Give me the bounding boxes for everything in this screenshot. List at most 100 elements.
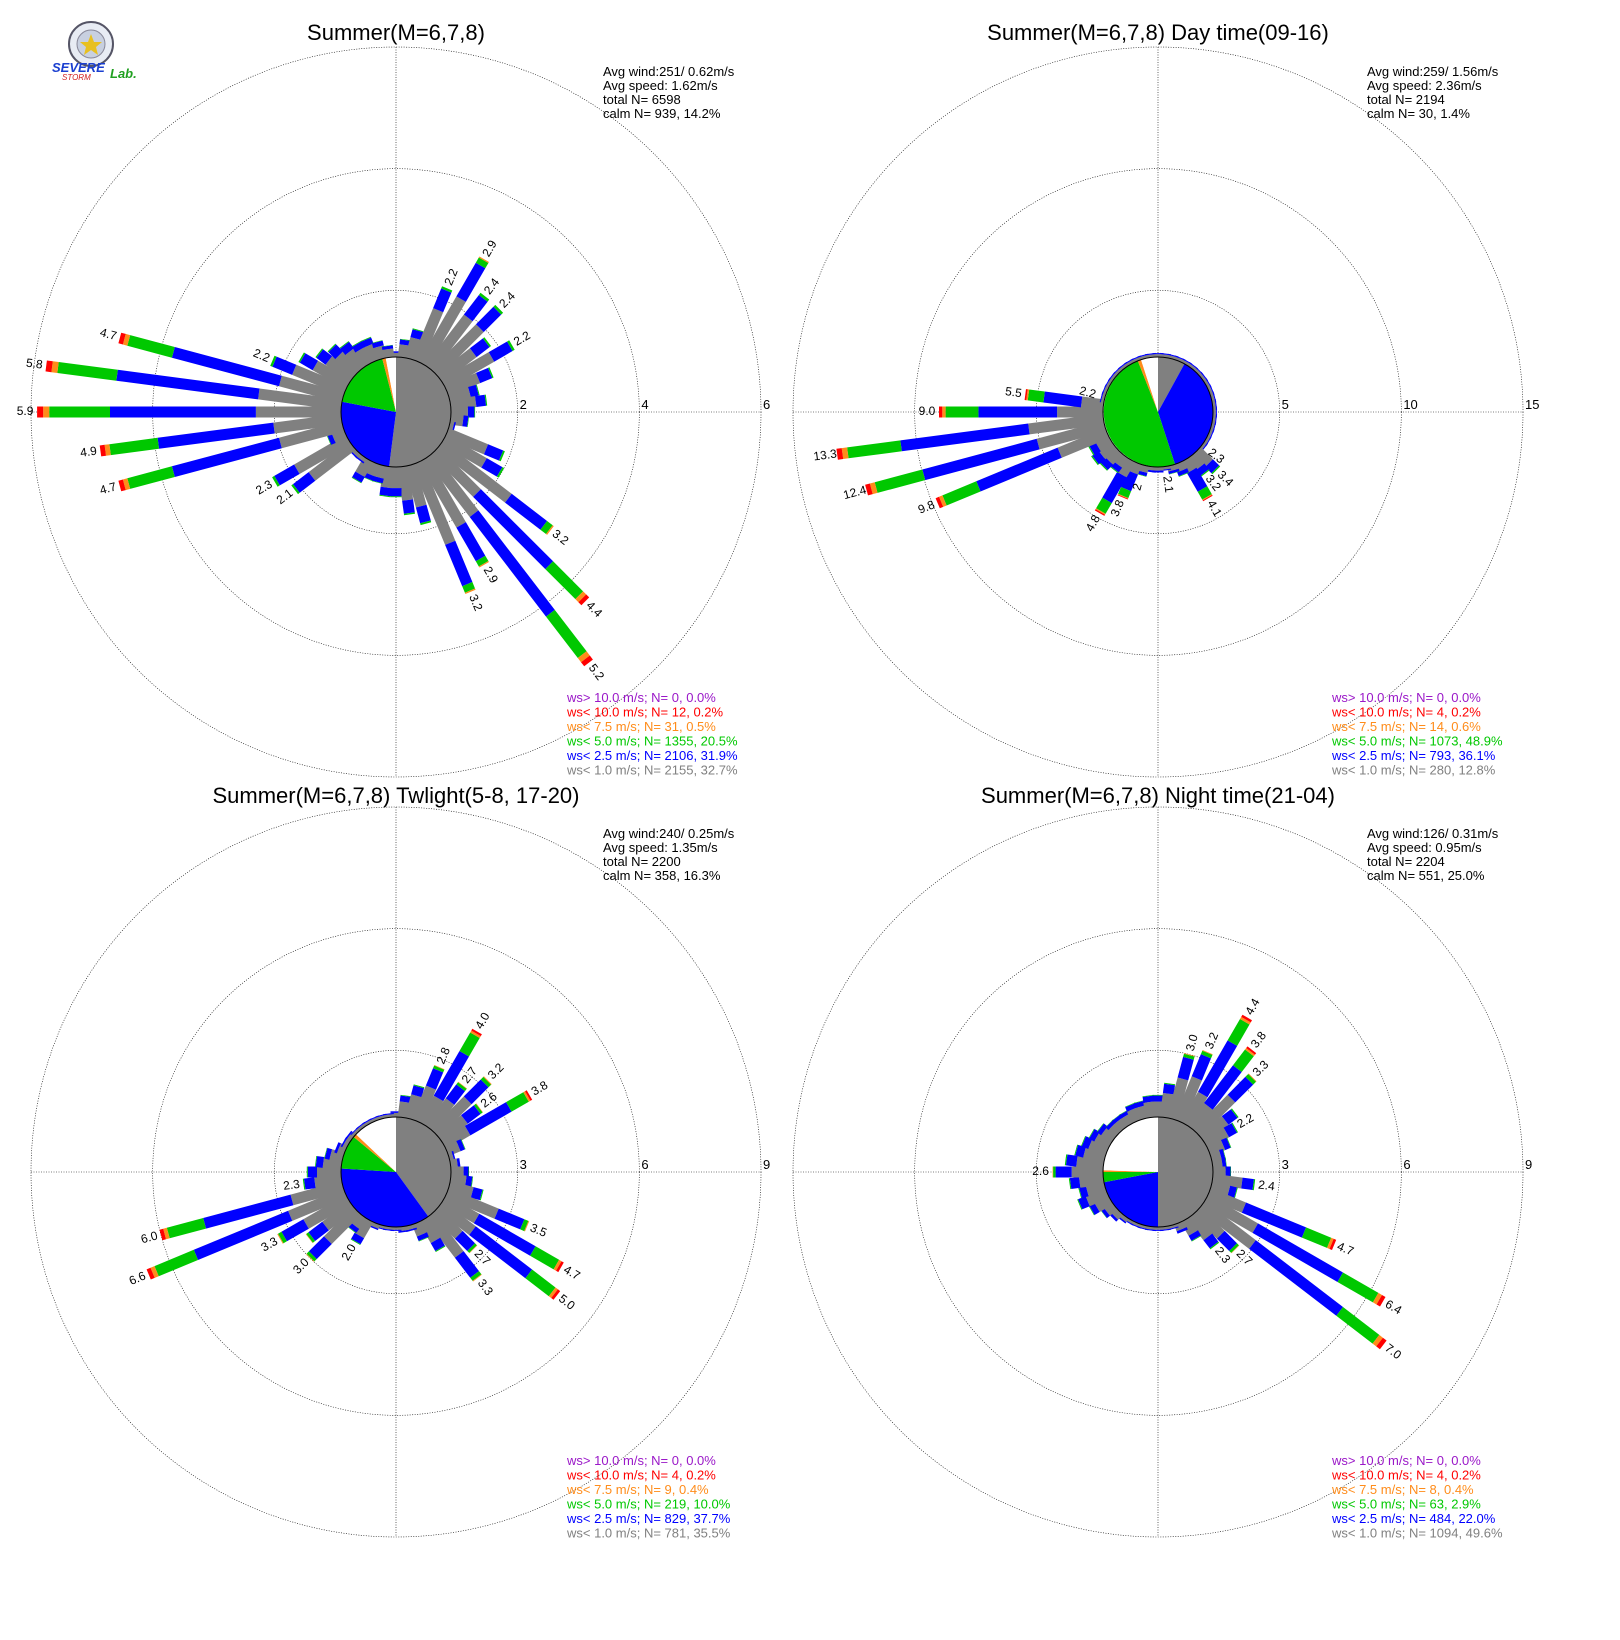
bar-segment-ws_lt_5 <box>474 406 476 418</box>
bar-segment-ws_lt_5 <box>1088 1128 1095 1139</box>
bar-segment-ws_lt_10 <box>471 1028 482 1037</box>
bar-segment-ws_lt_2_5 <box>469 338 490 358</box>
bar-segment-ws_lt_1 <box>1187 1103 1213 1132</box>
bar-segment-ws_lt_1 <box>412 308 444 364</box>
bar-segment-ws_lt_2_5 <box>1055 1166 1072 1178</box>
bar-segment-ws_lt_5 <box>1081 1135 1086 1147</box>
calm-pie-slice-ws_lt_7_5 <box>1137 359 1158 412</box>
bar-segment-ws_lt_5 <box>479 1189 484 1201</box>
bar-segment-ws_lt_1 <box>1193 447 1213 467</box>
bar-value-label: 2.1 <box>1160 475 1176 494</box>
bar-segment-ws_lt_1 <box>444 428 489 455</box>
bar-segment-ws_lt_2_5 <box>1203 1233 1219 1249</box>
bar-segment-ws_lt_2_5 <box>922 438 1040 481</box>
legend-entry-ws_lt_1: ws< 1.0 m/s; N= 280, 12.8% <box>1331 763 1496 778</box>
bar-segment-ws_lt_2_5 <box>351 1232 365 1245</box>
bar-segment-ws_lt_7_5 <box>458 1081 467 1089</box>
bar-value-label: 2 <box>1129 482 1144 492</box>
bar-segment-ws_lt_1 <box>1166 1077 1189 1121</box>
bar-segment-ws_lt_1 <box>436 441 512 503</box>
bar-segment-ws_lt_7_5 <box>939 495 947 507</box>
bar-value-label: 5.5 <box>1004 384 1023 400</box>
bar-segment-ws_lt_5 <box>525 1269 556 1297</box>
bar-segment-ws_lt_2_5 <box>1078 1196 1090 1210</box>
bar-value-label: 12.4 <box>842 483 868 503</box>
bar-segment-ws_lt_2_5 <box>299 353 319 371</box>
bar-segment-ws_lt_10 <box>118 479 126 492</box>
bar-segment-ws_lt_5 <box>1225 1157 1228 1169</box>
bar-segment-ws_lt_2_5 <box>116 369 260 400</box>
bar-segment-ws_lt_1 <box>345 348 367 372</box>
bar-segment-ws_lt_7_5 <box>548 1287 558 1298</box>
bar-value-label: 6.6 <box>127 1268 148 1287</box>
bar-segment-ws_lt_2_5 <box>456 262 486 302</box>
bar-segment-ws_lt_5 <box>1229 1243 1239 1253</box>
bar-segment-ws_lt_2_5 <box>157 422 275 449</box>
bar-segment-ws_lt_7_5 <box>1202 494 1213 501</box>
bar-segment-ws_lt_5 <box>471 1176 474 1188</box>
legend-entry-ws_lt_1: ws< 1.0 m/s; N= 781, 35.5% <box>566 1526 731 1541</box>
bar-value-label: 3.2 <box>466 592 485 613</box>
bar-segment-ws_lt_5 <box>291 484 300 495</box>
range-ring <box>792 46 1524 778</box>
bar-segment-ws_lt_7_5 <box>277 1233 284 1244</box>
bar-segment-ws_lt_2_5 <box>1241 1177 1254 1190</box>
bar-segment-ws_lt_2_5 <box>272 356 297 375</box>
bar-segment-ws_lt_1 <box>324 1207 361 1244</box>
bar-segment-ws_lt_5 <box>1336 1307 1380 1344</box>
bar-segment-ws_lt_1 <box>1206 1188 1246 1213</box>
bar-value-label: 2.8 <box>434 1045 453 1066</box>
bar-segment-ws_lt_5 <box>1099 462 1108 471</box>
bar-segment-ws_lt_2_5 <box>476 306 502 332</box>
bar-segment-ws_lt_5 <box>381 344 393 347</box>
bar-segment-ws_lt_7_5 <box>305 1234 313 1243</box>
bar-segment-ws_lt_7_5 <box>577 651 590 663</box>
bar-value-label: 2.9 <box>479 237 500 259</box>
bar-segment-ws_lt_7_5 <box>104 444 111 456</box>
bar-segment-ws_lt_1 <box>1057 406 1103 418</box>
bar-segment-ws_lt_5 <box>530 1246 560 1270</box>
bar-segment-ws_lt_1 <box>1174 1220 1187 1232</box>
bar-segment-ws_lt_2_5 <box>1221 1157 1227 1169</box>
bar-segment-ws_lt_5 <box>1226 1137 1232 1148</box>
bar-segment-ws_lt_1 <box>322 1201 356 1231</box>
bar-segment-ws_lt_5 <box>413 1084 425 1089</box>
panel-title: Summer(M=6,7,8) Night time(21-04) <box>981 783 1335 808</box>
bar-segment-ws_lt_5 <box>360 336 372 342</box>
bar-segment-ws_lt_5 <box>945 406 979 418</box>
bar-segment-ws_lt_1 <box>418 1095 444 1128</box>
bar-segment-ws_lt_5 <box>1111 1114 1121 1121</box>
bar-segment-ws_lt_5 <box>127 466 175 489</box>
panel-title: Summer(M=6,7,8) Day time(09-16) <box>987 20 1329 45</box>
bar-value-label: 2.9 <box>481 564 502 586</box>
bar-segment-ws_lt_5 <box>475 555 489 567</box>
bar-segment-ws_lt_1 <box>292 364 348 396</box>
bar-value-label: 3.0 <box>1183 1033 1201 1053</box>
logo-text-storm: STORM <box>62 73 91 82</box>
bar-segment-ws_lt_2_5 <box>900 423 1030 452</box>
bar-segment-ws_lt_10 <box>37 406 44 418</box>
bar-segment-ws_lt_5 <box>1233 1049 1254 1072</box>
bar-segment-ws_lt_1 <box>440 1194 480 1224</box>
calm-pie-slice-blank <box>355 1117 396 1172</box>
bar-segment-ws_lt_2_5 <box>1142 1095 1155 1103</box>
bar-segment-ws_lt_1 <box>1198 1116 1229 1143</box>
bar-segment-ws_lt_10 <box>551 1289 561 1300</box>
stat-avg-speed: Avg speed: 2.36m/s <box>1367 78 1482 93</box>
bar-segment-ws_lt_1 <box>308 441 356 481</box>
legend-entry-ws_gt_10: ws> 10.0 m/s; N= 0, 0.0% <box>1331 690 1481 705</box>
bar-segment-ws_lt_2_5 <box>1221 1109 1238 1125</box>
legend-entry-ws_lt_2_5: ws< 2.5 m/s; N= 829, 37.7% <box>566 1511 731 1526</box>
bar-segment-ws_lt_5 <box>1027 389 1045 403</box>
legend-entry-ws_lt_10: ws< 10.0 m/s; N= 12, 0.2% <box>566 705 724 720</box>
bar-segment-ws_lt_1 <box>412 460 456 545</box>
bar-segment-ws_lt_2_5 <box>399 1095 412 1103</box>
panel-title: Summer(M=6,7,8) Twlight(5-8, 17-20) <box>212 783 579 808</box>
bar-segment-ws_lt_1 <box>1202 1127 1230 1150</box>
legend-entry-ws_gt_10: ws> 10.0 m/s; N= 0, 0.0% <box>566 690 716 705</box>
bar-segment-ws_lt_2_5 <box>1144 352 1156 356</box>
stat-calm: calm N= 939, 14.2% <box>603 106 721 121</box>
bar-segment-ws_lt_2_5 <box>1089 1202 1100 1215</box>
bar-value-label: 4.7 <box>99 325 119 343</box>
bar-value-label: 3.2 <box>1202 1030 1221 1051</box>
